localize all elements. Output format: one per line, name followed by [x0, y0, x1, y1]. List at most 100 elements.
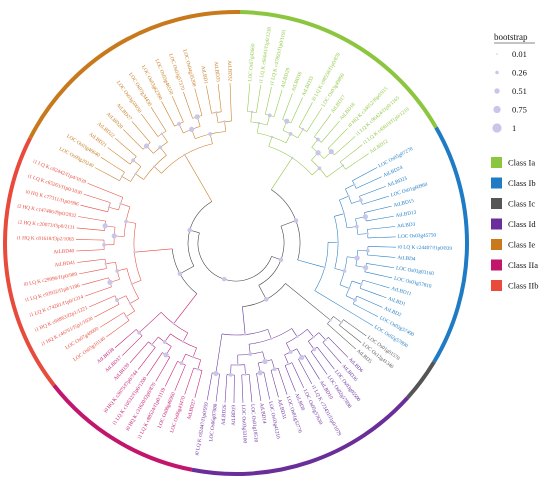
- bootstrap-node: [341, 164, 345, 167]
- leaf-branch: [273, 379, 279, 398]
- internal-branch: [297, 129, 304, 139]
- internal-branch: [89, 258, 106, 262]
- internal-branch: [138, 312, 162, 333]
- bootstrap-node: [363, 265, 369, 271]
- internal-branch: [327, 136, 340, 149]
- bootstrap-node: [348, 287, 351, 290]
- bootstrap-node: [342, 269, 347, 273]
- bootstrap-node: [131, 158, 136, 163]
- bootstrap-node: [336, 241, 340, 244]
- leaf-branch: [327, 120, 340, 135]
- internal-branch: [263, 371, 268, 388]
- leaf-branch: [137, 355, 150, 370]
- internal-branch: [345, 160, 359, 170]
- internal-branch: [135, 125, 151, 143]
- internal-branch: [131, 137, 144, 150]
- class-ring: [3, 10, 469, 476]
- leaf-branch: [308, 378, 313, 385]
- internal-branch: [131, 280, 142, 285]
- internal-branch: [291, 362, 297, 372]
- leaf-branch: [330, 364, 335, 370]
- leaf-branch: [266, 387, 270, 400]
- internal-branch: [135, 173, 144, 180]
- leaf-label: AtLBD1: [200, 65, 209, 84]
- tree-branches: [76, 83, 396, 403]
- bootstrap-node: [119, 202, 122, 205]
- internal-branch: [367, 246, 390, 248]
- backbone-branch: [134, 248, 173, 253]
- bootstrap-node: [183, 153, 186, 156]
- bootstrap-node: [316, 137, 320, 142]
- leaf-branch: [339, 128, 348, 138]
- internal-branch: [110, 175, 120, 182]
- internal-branch: [241, 374, 243, 391]
- internal-branch: [207, 372, 213, 395]
- class-color-swatch: [491, 177, 502, 189]
- bootstrap-node: [347, 194, 350, 198]
- leaf-branch: [284, 388, 288, 395]
- bootstrap-node: [194, 114, 200, 120]
- class-legend-items: Class Ia Class Ib Class Ic Class Id Class Ie…: [491, 157, 538, 291]
- bootstrap-node: [353, 298, 357, 302]
- class-color-swatch: [491, 239, 502, 250]
- bootstrap-size-marker: [493, 105, 501, 114]
- leaf-branch: [379, 205, 392, 210]
- internal-branch: [256, 96, 260, 113]
- leaf-branch: [376, 304, 383, 308]
- internal-branch: [148, 347, 156, 356]
- leaf-branch: [259, 395, 262, 402]
- leaf-branch: [288, 93, 293, 105]
- leaf-branch: [333, 354, 342, 364]
- internal-branch: [250, 111, 253, 122]
- leaf-branch: [122, 351, 127, 356]
- bootstrap-node: [115, 268, 120, 273]
- leaf-branch: [327, 114, 332, 120]
- class-legend-label: Class Ie: [508, 240, 535, 250]
- class-legend-label: Class Ic: [508, 199, 535, 209]
- class-color-swatch: [491, 259, 502, 271]
- class-legend-label: Class Id: [508, 219, 536, 229]
- bootstrap-legend-label: 1: [512, 123, 516, 133]
- internal-branch: [314, 290, 363, 320]
- class-legend-label: Class IIb: [508, 281, 538, 291]
- internal-branch: [105, 295, 116, 300]
- leaf-branch: [290, 380, 296, 392]
- leaf-label: AtLBD31: [276, 398, 287, 420]
- leaf-branch: [131, 121, 137, 127]
- leaf-branch: [80, 204, 99, 210]
- bootstrap-node: [208, 132, 213, 136]
- class-ring-segment: [432, 126, 469, 363]
- leaf-branch: [316, 359, 328, 375]
- leaf-labels: LOC Os07g43660 i1 LQ K c66041/f1p0/1230i1…: [17, 26, 453, 456]
- internal-branch: [215, 333, 223, 374]
- internal-branch: [256, 123, 260, 134]
- internal-branch: [328, 337, 336, 345]
- internal-branch: [334, 213, 345, 217]
- leaf-branch: [276, 89, 283, 108]
- leaf-branch: [242, 390, 244, 403]
- internal-branch: [268, 136, 273, 147]
- bootstrap-node: [196, 368, 200, 371]
- bootstrap-node: [150, 343, 154, 346]
- internal-branch: [209, 103, 212, 114]
- internal-branch: [316, 346, 331, 365]
- leaf-label: AtLBD16: [291, 71, 304, 93]
- backbone-branch: [271, 157, 293, 190]
- internal-branch: [137, 341, 149, 355]
- leaf-branch: [89, 299, 106, 308]
- internal-branch: [334, 140, 351, 156]
- bootstrap-node: [189, 126, 195, 132]
- leaf-label: AtLBD26: [221, 404, 228, 426]
- leaf-branch: [194, 380, 200, 398]
- internal-branch: [307, 329, 314, 338]
- backbone-branch: [280, 220, 297, 227]
- internal-branch: [273, 106, 278, 117]
- leaf-branch: [114, 335, 129, 348]
- bootstrap-node: [257, 121, 261, 125]
- class-color-swatch: [491, 280, 502, 291]
- bootstrap-node: [215, 111, 218, 114]
- bootstrap-node: [102, 242, 106, 247]
- phylogenetic-tree: LOC Os07g43660 i1 LQ K c66041/f1p0/1230i1…: [3, 10, 469, 476]
- leaf-branch: [313, 369, 320, 380]
- bootstrap-node: [317, 166, 322, 171]
